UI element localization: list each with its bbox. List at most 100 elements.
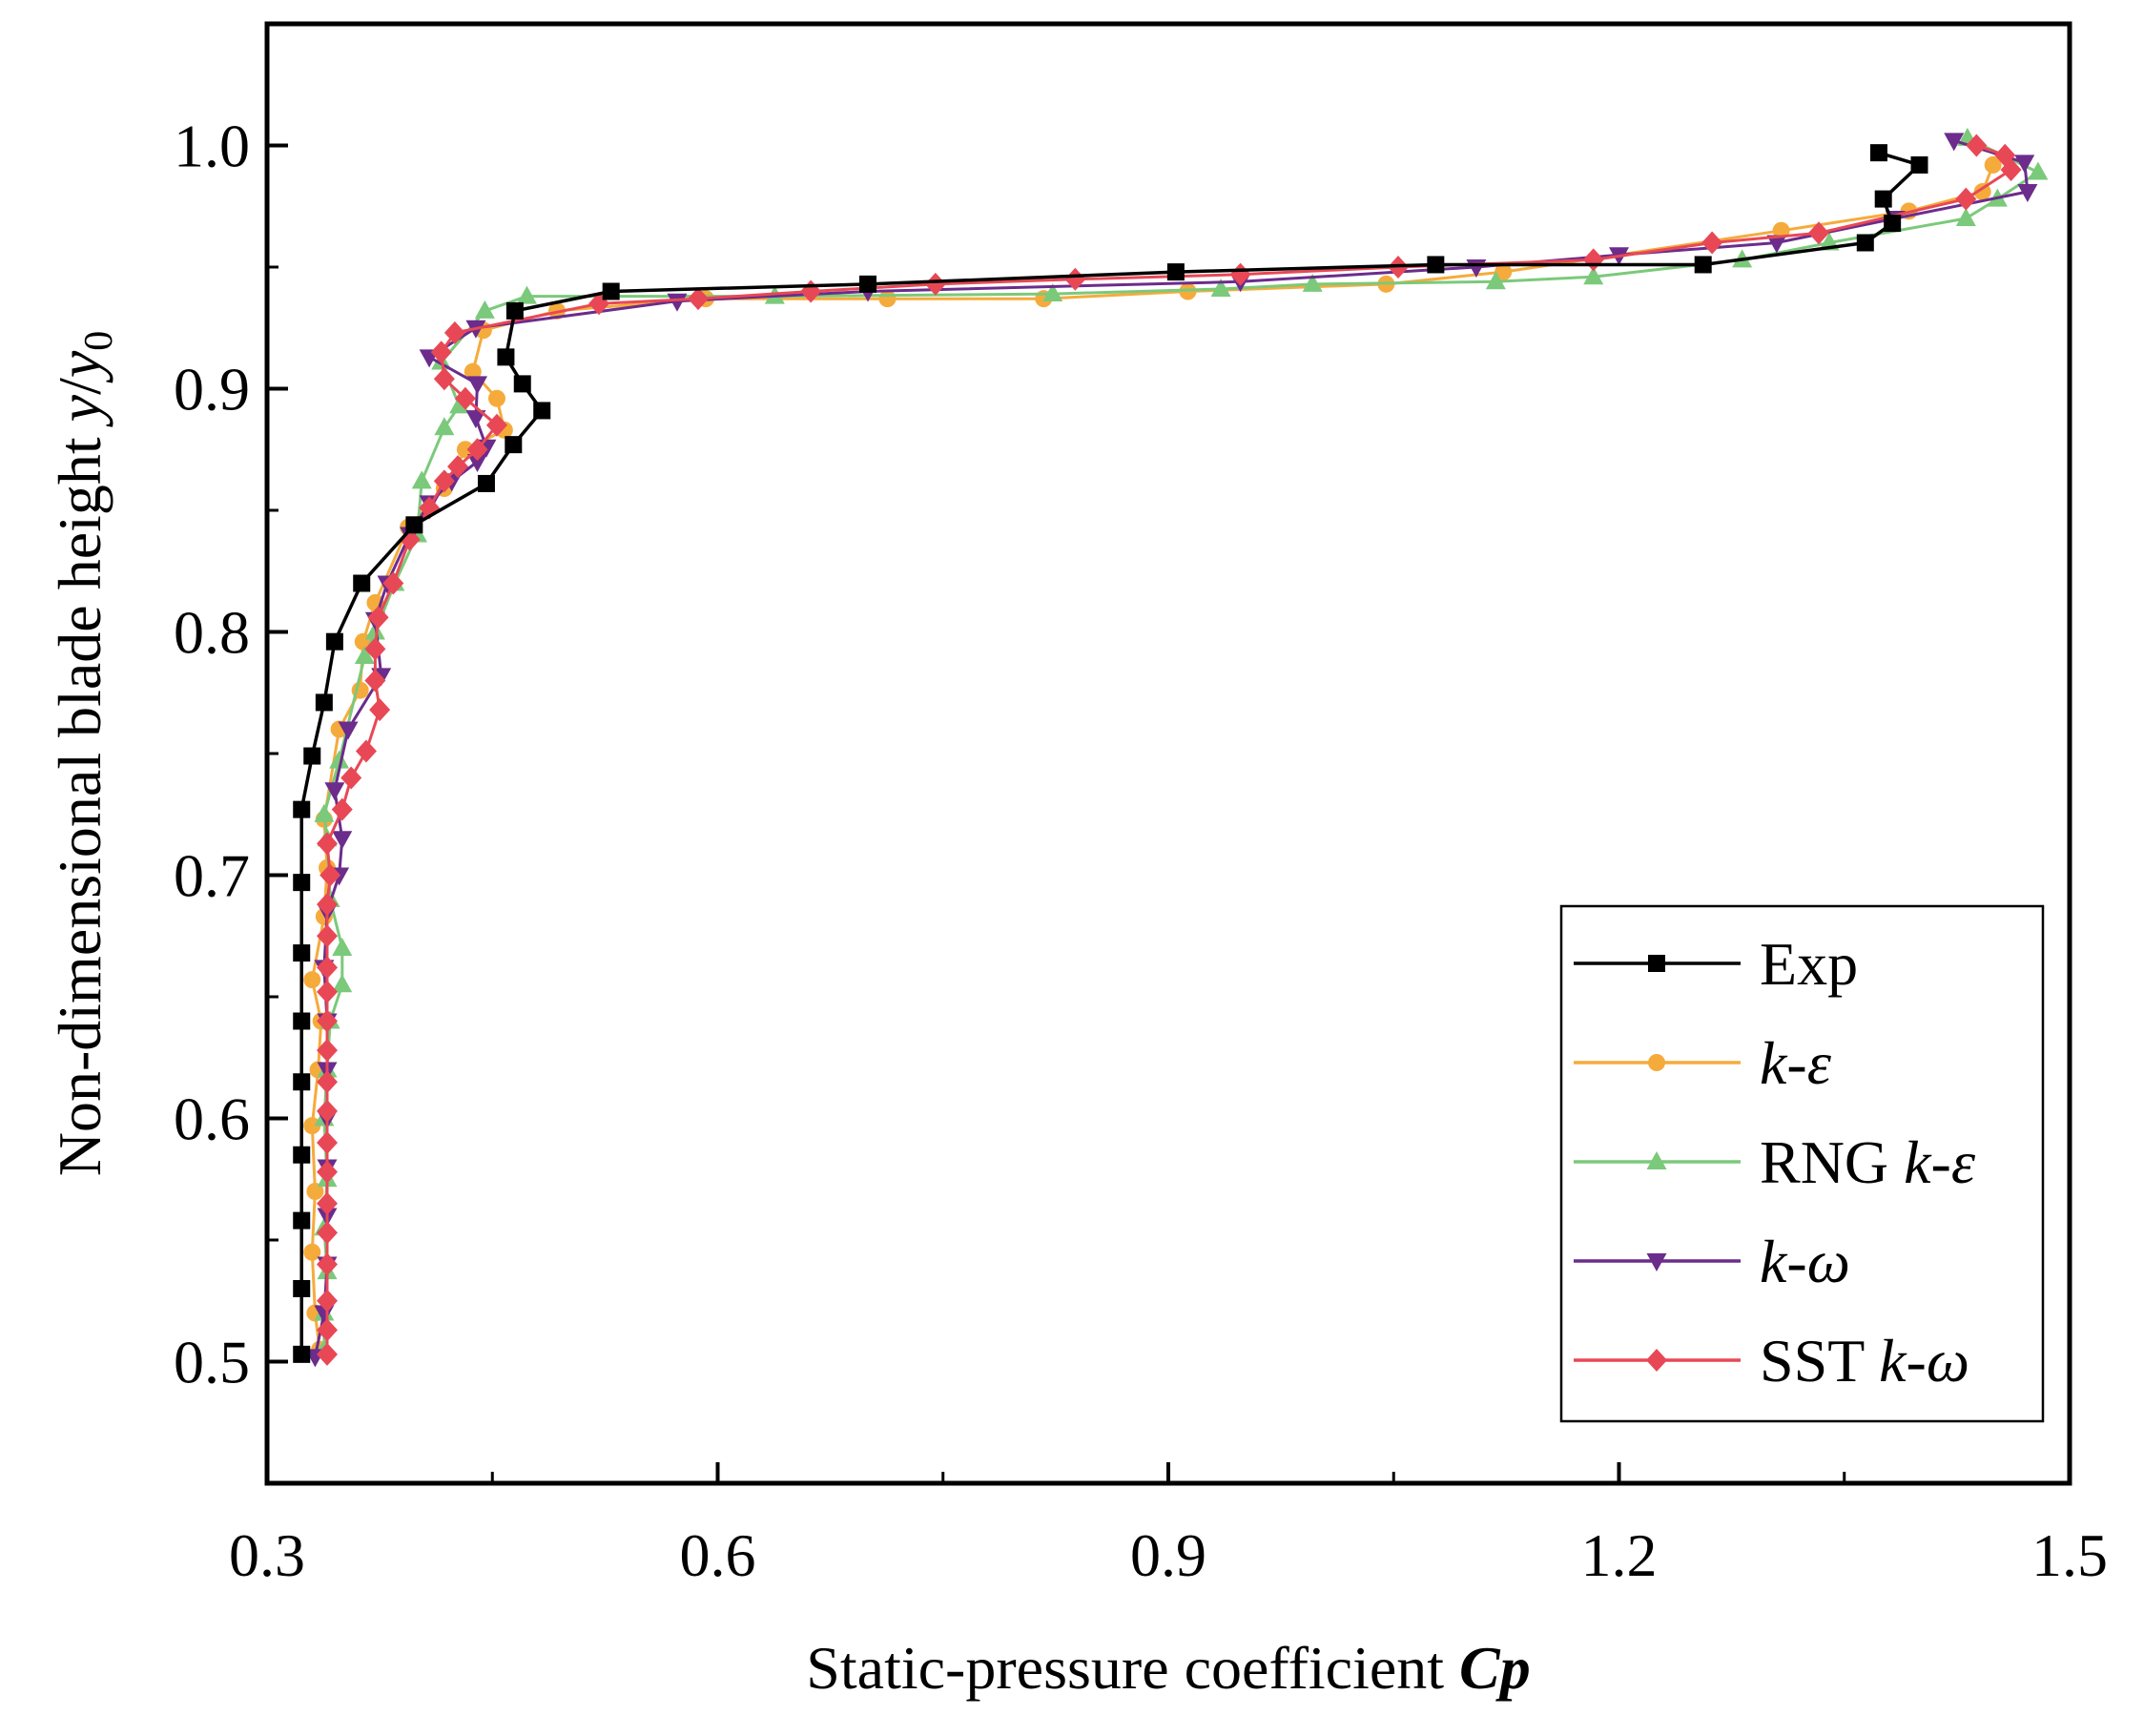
data-point	[293, 1146, 311, 1164]
data-point	[293, 1345, 311, 1363]
data-point	[456, 441, 474, 459]
data-point	[354, 646, 375, 664]
y-axis-title-sep: /	[46, 378, 113, 395]
data-point	[430, 341, 452, 364]
x-tick-label: 0.6	[680, 1521, 756, 1589]
data-point	[293, 1012, 311, 1030]
axis-tick-labels: 0.3 0.6 0.9 1.2 1.5 0.5 0.6 0.7 0.8 0.9 1.0	[174, 113, 2108, 1590]
data-point	[454, 386, 476, 410]
data-point	[332, 831, 353, 850]
data-point	[1166, 263, 1185, 281]
legend-item: SST k-ω	[1574, 1327, 1969, 1395]
data-point	[1973, 182, 1991, 200]
x-tick-label: 1.5	[2031, 1521, 2108, 1589]
data-point	[317, 832, 338, 856]
data-point	[317, 1318, 338, 1342]
data-point	[497, 348, 515, 366]
data-point	[1701, 231, 1723, 255]
data-point	[317, 924, 338, 948]
data-point	[1944, 133, 1965, 152]
data-point	[465, 410, 486, 429]
legend-label-symbol: k-ε	[1760, 1029, 1832, 1097]
y-axis-title-text: Non-dimensional blade height	[46, 422, 113, 1176]
y-tick-label: 0.5	[174, 1329, 250, 1396]
data-point	[293, 944, 311, 962]
data-point	[329, 750, 350, 769]
data-point	[317, 1289, 338, 1312]
data-point	[1694, 256, 1712, 274]
legend-label-text: Exp	[1760, 930, 1858, 998]
series-layer	[293, 127, 2049, 1368]
data-point	[340, 766, 362, 790]
legend-marker	[1646, 1253, 1667, 1271]
y-tick-label: 0.9	[174, 356, 250, 424]
data-point	[464, 362, 482, 381]
data-point	[1766, 235, 1787, 254]
x-tick-label: 1.2	[1581, 1521, 1658, 1589]
legend-marker	[1646, 1349, 1667, 1372]
data-point	[1955, 187, 1977, 211]
data-point	[2017, 183, 2038, 202]
legend-item: k-ε	[1574, 1029, 1832, 1097]
data-point	[317, 1191, 338, 1215]
series-0-exp	[293, 144, 1928, 1363]
data-point	[1485, 271, 1506, 290]
data-point	[667, 293, 688, 312]
y-tick-label: 0.8	[174, 599, 250, 667]
data-point	[303, 1243, 321, 1261]
data-point	[324, 782, 345, 801]
data-point	[602, 282, 620, 300]
data-point	[474, 300, 495, 319]
legend-label-symbol: k-ω	[1760, 1228, 1850, 1295]
legend-marker	[1646, 1151, 1667, 1169]
data-point	[1495, 263, 1513, 281]
data-point	[303, 971, 321, 989]
y-axis-title-sub: 0	[77, 331, 121, 351]
data-point	[293, 800, 311, 818]
data-point	[533, 402, 551, 420]
y-tick-label: 0.6	[174, 1085, 250, 1153]
legend-label-symbol: k-ε	[1904, 1128, 1976, 1196]
data-point	[516, 285, 537, 304]
data-point	[317, 1160, 338, 1184]
legend-marker	[1648, 955, 1665, 972]
x-tick-label: 0.3	[229, 1521, 305, 1589]
data-point	[467, 376, 487, 395]
data-point	[1582, 248, 1604, 272]
data-point	[1874, 190, 1892, 208]
data-point	[434, 417, 455, 436]
data-point	[467, 454, 487, 472]
data-point	[1583, 266, 1604, 285]
data-point	[1910, 155, 1928, 174]
data-point	[320, 863, 341, 887]
data-point	[2028, 161, 2049, 180]
data-point	[513, 375, 531, 393]
data-point	[364, 637, 386, 661]
data-point	[293, 1073, 311, 1091]
data-point	[317, 1252, 338, 1276]
data-point	[317, 1131, 338, 1154]
series-line	[299, 151, 1922, 1354]
data-point	[332, 974, 353, 993]
x-axis-title: Static-pressure coefficient Cp	[806, 1634, 1530, 1702]
legend-label: k-ω	[1760, 1228, 1850, 1295]
data-point	[331, 797, 353, 821]
axis-ticks	[265, 143, 2072, 1483]
legend-marker	[1648, 1054, 1665, 1071]
legend-item: RNG k-ε	[1574, 1128, 1976, 1196]
data-point	[449, 395, 470, 414]
data-point	[306, 1183, 324, 1200]
data-point	[303, 747, 321, 765]
data-point	[317, 956, 338, 980]
data-point	[317, 1039, 338, 1063]
data-point	[353, 574, 371, 592]
data-point	[447, 455, 469, 479]
data-point	[924, 272, 946, 296]
data-point	[411, 470, 432, 489]
data-point	[443, 320, 465, 344]
data-point	[367, 606, 389, 630]
data-point	[1984, 155, 2002, 174]
data-point	[338, 721, 359, 740]
